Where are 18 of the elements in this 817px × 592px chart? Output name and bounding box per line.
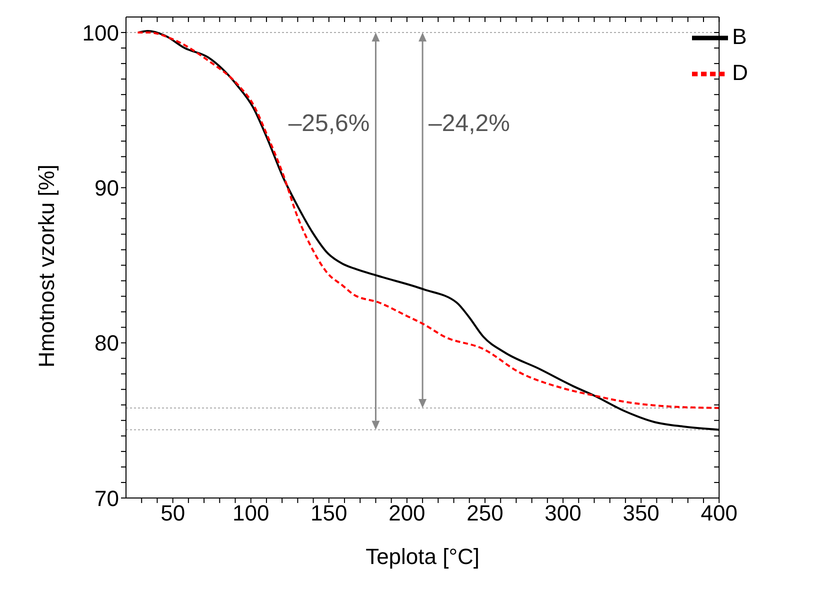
x-axis-title: Teplota [°C] xyxy=(366,544,480,569)
ref-line-label: –24,2% xyxy=(428,110,510,137)
legend-label: D xyxy=(732,60,748,85)
y-axis-title: Hmotnost vzorku [%] xyxy=(34,164,59,368)
x-tick-label: 200 xyxy=(388,500,426,526)
x-tick-label: 100 xyxy=(232,500,270,526)
y-tick-label: 90 xyxy=(94,175,119,200)
x-tick-label: 50 xyxy=(160,500,186,526)
y-tick-label: 100 xyxy=(82,20,119,46)
y-tick-label: 80 xyxy=(94,330,119,356)
ref-line-label: –25,6% xyxy=(288,110,370,137)
x-tick-label: 400 xyxy=(700,500,738,526)
x-tick-label: 150 xyxy=(310,500,348,526)
y-tick-label: 70 xyxy=(94,486,119,511)
x-tick-label: 250 xyxy=(466,500,504,526)
x-tick-label: 300 xyxy=(544,500,582,526)
legend-label: B xyxy=(732,24,747,49)
x-tick-label: 350 xyxy=(622,500,660,526)
